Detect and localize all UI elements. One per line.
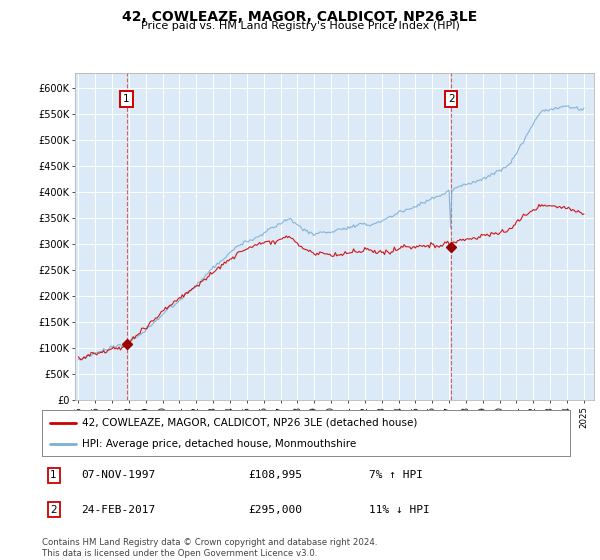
Text: 11% ↓ HPI: 11% ↓ HPI (370, 505, 430, 515)
Text: 07-NOV-1997: 07-NOV-1997 (82, 470, 156, 480)
Text: 42, COWLEAZE, MAGOR, CALDICOT, NP26 3LE (detached house): 42, COWLEAZE, MAGOR, CALDICOT, NP26 3LE … (82, 418, 417, 428)
Text: 2: 2 (50, 505, 57, 515)
Text: Price paid vs. HM Land Registry's House Price Index (HPI): Price paid vs. HM Land Registry's House … (140, 21, 460, 31)
Text: Contains HM Land Registry data © Crown copyright and database right 2024.
This d: Contains HM Land Registry data © Crown c… (42, 538, 377, 558)
Text: 42, COWLEAZE, MAGOR, CALDICOT, NP26 3LE: 42, COWLEAZE, MAGOR, CALDICOT, NP26 3LE (122, 10, 478, 24)
Text: 1: 1 (123, 94, 130, 104)
Text: 2: 2 (448, 94, 454, 104)
Text: £108,995: £108,995 (248, 470, 302, 480)
Text: 1: 1 (50, 470, 57, 480)
Text: £295,000: £295,000 (248, 505, 302, 515)
Text: 24-FEB-2017: 24-FEB-2017 (82, 505, 156, 515)
Text: 7% ↑ HPI: 7% ↑ HPI (370, 470, 424, 480)
Text: HPI: Average price, detached house, Monmouthshire: HPI: Average price, detached house, Monm… (82, 439, 356, 449)
